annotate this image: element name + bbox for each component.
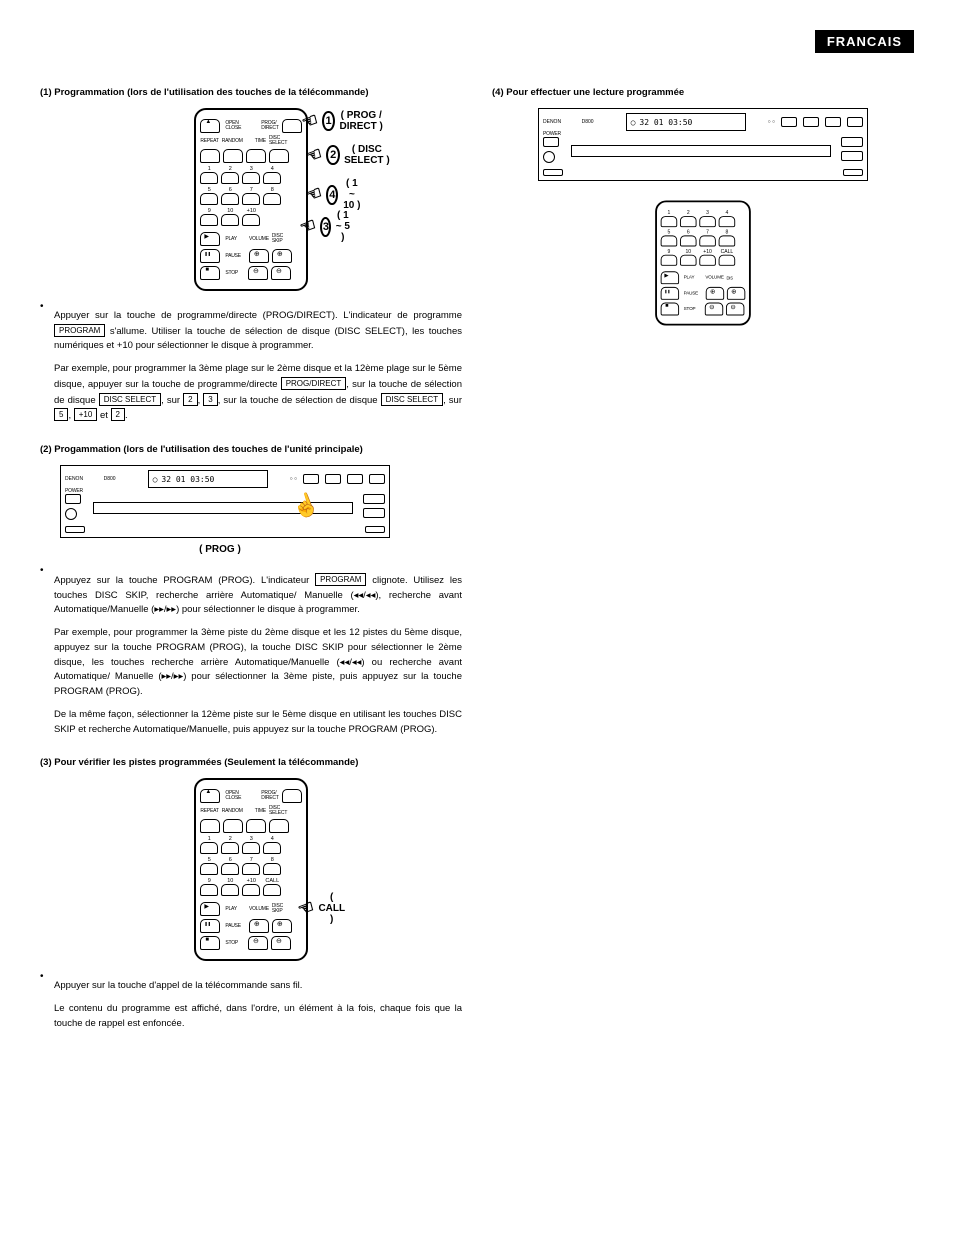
s2-para2: Par exemple, pour programmer la 3ème pis…	[54, 626, 462, 700]
volume-label: VOLUME	[249, 237, 269, 242]
lang-tab: FRANCAIS	[815, 30, 914, 53]
vol-up-button	[249, 249, 269, 263]
callout-4: ☜ 4( 1 ~ 10 )	[306, 178, 361, 211]
repeat-label: REPEAT	[200, 139, 218, 144]
random-label: RANDOM	[222, 139, 243, 144]
headphone-jack	[65, 508, 77, 520]
num-1-button	[200, 172, 218, 184]
unit-front-panel: DENON D800 ○32 01 03:50 ○ ○ POWER	[60, 465, 390, 538]
disc-skip-label: DISC SKIP	[272, 234, 283, 244]
time-label: TIME	[255, 139, 266, 144]
repeat-button	[200, 149, 220, 163]
figure-3: OPEN CLOSE PROG/ DIRECT REPEAT RANDOM TI…	[40, 778, 462, 961]
callout-1: ☜ 1( PROG / DIRECT )	[302, 110, 383, 132]
callout-3: ☜ 3( 1 ~ 5 )	[300, 210, 350, 243]
stop-label: STOP	[225, 271, 238, 276]
section-1-title: (1) Programmation (lors de l'utilisation…	[40, 87, 462, 98]
play-button	[200, 232, 220, 246]
disc-select-label: DISC SELECT	[269, 136, 287, 146]
figure-2: DENON D800 ○32 01 03:50 ○ ○ POWER	[60, 465, 462, 555]
unit-btn	[347, 474, 363, 484]
section-2-bullet: • Appuyez sur la touche PROGRAM (PROG). …	[40, 565, 462, 743]
hand-icon: ☜	[303, 142, 325, 167]
unit-btn	[325, 474, 341, 484]
left-column: (1) Programmation (lors de l'utilisation…	[40, 73, 462, 1043]
section-4-title: (4) Pour effectuer une lecture programmé…	[492, 87, 914, 98]
prog-direct-button	[282, 789, 302, 803]
num-7-button	[242, 193, 260, 205]
unit-btn	[369, 474, 385, 484]
hand-icon: ☜	[297, 214, 319, 239]
remote-fig4: 1 2 3 4 5 6 7 8 9 10 +10 CALL PLAY VOLUM…	[655, 200, 750, 325]
prog-direct-button	[282, 119, 302, 133]
model-label: D800	[104, 476, 116, 482]
open-close-button	[200, 119, 220, 133]
fig2-caption: ( PROG )	[60, 544, 380, 555]
s1-para2: Par exemple, pour programmer la 3ème pla…	[54, 362, 462, 424]
disc-select-button	[269, 149, 289, 163]
num-4-button	[263, 172, 281, 184]
right-column: (4) Pour effectuer une lecture programmé…	[492, 73, 914, 1043]
num-6-button	[221, 193, 239, 205]
s1-para1: Appuyer sur la touche de programme/direc…	[54, 309, 462, 354]
num-8-button	[263, 193, 281, 205]
foot	[365, 526, 385, 533]
num-2-button	[221, 172, 239, 184]
num-5-button	[200, 193, 218, 205]
power-button	[65, 494, 81, 504]
num-9-button	[200, 214, 218, 226]
callout-2: ☜ 2( DISC SELECT )	[306, 144, 390, 166]
hand-icon: ☜	[299, 108, 321, 133]
s3-para1: Appuyer sur la touche d'appel de la télé…	[54, 979, 462, 994]
section-1-bullet: • Appuyer sur la touche de programme/dir…	[40, 301, 462, 430]
pause-label: PAUSE	[225, 254, 241, 259]
call-button	[263, 884, 281, 896]
prog-direct-label: PROG/ DIRECT	[261, 121, 278, 131]
unit-front-panel-2: DENON D800 ○32 01 03:50 ○ ○ POWER	[538, 108, 868, 181]
unit-btn	[363, 508, 385, 518]
open-close-button	[200, 789, 220, 803]
s2-para1: Appuyez sur la touche PROGRAM (PROG). L'…	[54, 573, 462, 618]
figure-4: DENON D800 ○32 01 03:50 ○ ○ POWER	[492, 108, 914, 331]
skip-fwd-button	[272, 249, 292, 263]
brand-label: DENON	[65, 476, 83, 482]
power-label: POWER	[65, 489, 83, 494]
skip-back-button	[271, 266, 291, 280]
section-3-title: (3) Pour vérifier les pistes programmées…	[40, 757, 462, 768]
remote-fig3: OPEN CLOSE PROG/ DIRECT REPEAT RANDOM TI…	[194, 778, 307, 961]
unit-btn	[303, 474, 319, 484]
section-3-bullet: • Appuyer sur la touche d'appel de la té…	[40, 971, 462, 1037]
s2-para3: De la même façon, sélectionner la 12ème …	[54, 708, 462, 737]
figure-1: OPEN CLOSE PROG/ DIRECT REPEAT RANDOM TI…	[40, 108, 462, 291]
section-2-title: (2) Progammation (lors de l'utilisation …	[40, 444, 462, 455]
play-label: PLAY	[225, 237, 237, 242]
unit-btn	[363, 494, 385, 504]
remote-fig1: OPEN CLOSE PROG/ DIRECT REPEAT RANDOM TI…	[194, 108, 307, 291]
vol-down-button	[248, 266, 268, 280]
stop-button	[200, 266, 220, 280]
hand-icon: ☜	[303, 182, 325, 207]
s3-para2: Le contenu du programme est affiché, dan…	[54, 1002, 462, 1031]
callout-call: ☜ ( CALL )	[298, 892, 345, 925]
hand-icon: ☜	[295, 896, 317, 921]
foot	[65, 526, 85, 533]
pause-button	[200, 249, 220, 263]
num-10-button	[221, 214, 239, 226]
open-close-label: OPEN CLOSE	[225, 121, 241, 131]
display: ○32 01 03:50	[148, 470, 268, 488]
random-button	[223, 149, 243, 163]
num-p10-button	[242, 214, 260, 226]
display: ○32 01 03:50	[626, 113, 746, 131]
time-button	[246, 149, 266, 163]
num-3-button	[242, 172, 260, 184]
